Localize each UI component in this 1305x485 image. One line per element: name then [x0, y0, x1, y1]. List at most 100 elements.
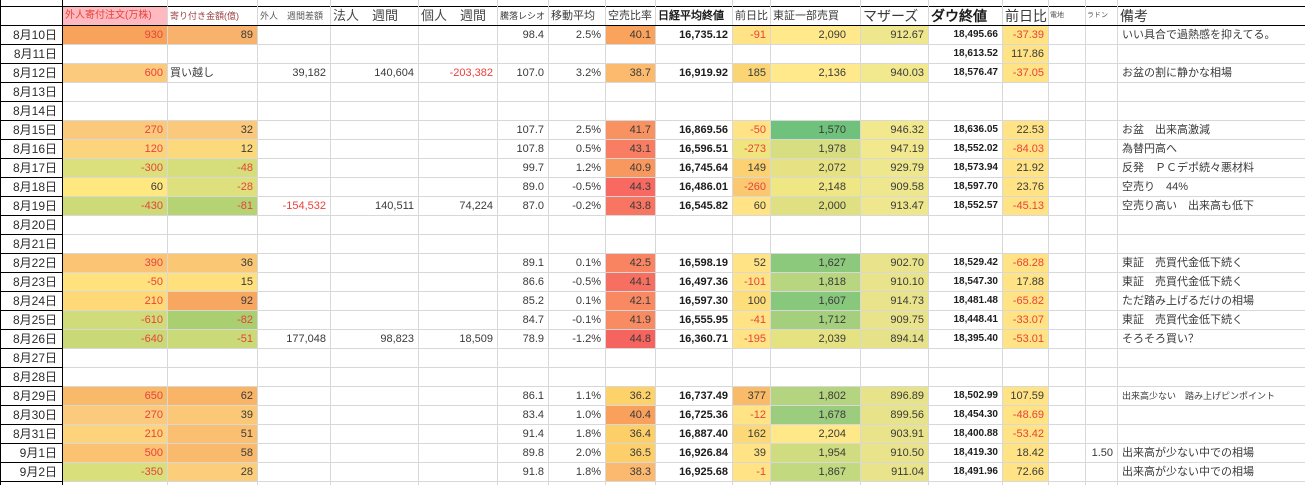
cell-ma[interactable]: -0.2% [549, 196, 606, 215]
cell-hojin[interactable] [331, 101, 419, 120]
cell-mothers[interactable] [861, 234, 929, 253]
cell-c[interactable]: 51 [168, 424, 258, 443]
cell-tse[interactable]: 1,978 [771, 139, 861, 158]
cell-ratio[interactable] [498, 234, 549, 253]
cell-kojin[interactable]: 74,224 [419, 196, 498, 215]
cell-chg[interactable] [733, 367, 771, 386]
cell-short[interactable] [606, 44, 656, 63]
cell-dow[interactable]: 18,613.52 [929, 44, 1003, 63]
cell-kojin[interactable] [419, 386, 498, 405]
cell-ma[interactable] [549, 234, 606, 253]
cell-note[interactable] [1118, 82, 1305, 101]
cell-ratio[interactable]: 85.2 [498, 291, 549, 310]
cell-b[interactable]: 390 [63, 253, 168, 272]
cell-b[interactable]: 210 [63, 424, 168, 443]
cell-date[interactable]: 8月27日 [1, 348, 63, 367]
cell-dow[interactable]: 18,419.30 [929, 443, 1003, 462]
cell-dow[interactable] [929, 234, 1003, 253]
cell-note[interactable]: 東証 売買代金低下続く [1118, 272, 1305, 291]
cell-gai[interactable] [258, 310, 331, 329]
cell-b[interactable]: 930 [63, 25, 168, 44]
cell-kojin[interactable] [419, 82, 498, 101]
cell-denchi[interactable] [1049, 101, 1086, 120]
cell-kojin[interactable] [419, 44, 498, 63]
cell-kojin[interactable] [419, 443, 498, 462]
cell-chg[interactable]: 39 [733, 443, 771, 462]
cell-ratio[interactable] [498, 215, 549, 234]
cell-dow[interactable]: 18,552.02 [929, 139, 1003, 158]
cell-ratio[interactable] [498, 44, 549, 63]
cell-ma[interactable] [549, 481, 606, 485]
cell-chg[interactable]: 100 [733, 291, 771, 310]
cell-tse[interactable]: 1,570 [771, 120, 861, 139]
cell-b[interactable] [63, 481, 168, 485]
cell-dowchg[interactable] [1003, 367, 1049, 386]
cell-nikkei[interactable]: 16,360.71 [656, 329, 733, 348]
cell-nikkei[interactable] [656, 44, 733, 63]
cell-denchi[interactable] [1049, 367, 1086, 386]
cell-dowchg[interactable]: -48.69 [1003, 405, 1049, 424]
cell-short[interactable]: 42.1 [606, 291, 656, 310]
cell-c[interactable]: 15 [168, 272, 258, 291]
cell-hojin[interactable] [331, 120, 419, 139]
cell-note[interactable]: ただ踏み上げるだけの相場 [1118, 291, 1305, 310]
cell-ratio[interactable]: 83.4 [498, 405, 549, 424]
cell-dowchg[interactable] [1003, 82, 1049, 101]
cell-tse[interactable]: 1,954 [771, 443, 861, 462]
cell-date[interactable]: 8月11日 [1, 44, 63, 63]
cell-b[interactable]: 120 [63, 139, 168, 158]
cell-c[interactable]: -48 [168, 158, 258, 177]
header-remarks[interactable]: 備考 [1118, 6, 1305, 25]
cell-c[interactable]: 買い越し [168, 63, 258, 82]
cell-mothers[interactable] [861, 215, 929, 234]
cell-gai[interactable] [258, 272, 331, 291]
cell-tse[interactable]: 1,678 [771, 405, 861, 424]
cell-gai[interactable] [258, 234, 331, 253]
cell-short[interactable]: 41.7 [606, 120, 656, 139]
header-nikkei-close[interactable]: 日経平均終値 [656, 6, 733, 25]
cell-short[interactable]: 44.3 [606, 177, 656, 196]
cell-radon[interactable] [1086, 272, 1118, 291]
cell-b[interactable] [63, 215, 168, 234]
cell-date[interactable]: 8月13日 [1, 82, 63, 101]
cell-dowchg[interactable]: 21.92 [1003, 158, 1049, 177]
cell-date[interactable]: 8月25日 [1, 310, 63, 329]
cell-gai[interactable]: -154,532 [258, 196, 331, 215]
cell-denchi[interactable] [1049, 386, 1086, 405]
cell-ma[interactable]: 0.1% [549, 291, 606, 310]
cell-c[interactable] [168, 348, 258, 367]
cell-ma[interactable]: -0.5% [549, 272, 606, 291]
cell-chg[interactable]: 185 [733, 63, 771, 82]
cell-note[interactable]: お盆 出来高激減 [1118, 120, 1305, 139]
cell-ma[interactable]: -0.1% [549, 310, 606, 329]
cell-date[interactable]: 8月21日 [1, 234, 63, 253]
cell-hojin[interactable]: 140,604 [331, 63, 419, 82]
cell-hojin[interactable] [331, 291, 419, 310]
header-foreigners-weekly[interactable]: 外人 週間差額 [258, 6, 331, 25]
cell-note[interactable]: 空売り 44% [1118, 177, 1305, 196]
cell-dow[interactable]: 18,454.30 [929, 405, 1003, 424]
cell-radon[interactable] [1086, 215, 1118, 234]
cell-gai[interactable] [258, 215, 331, 234]
cell-tse[interactable] [771, 234, 861, 253]
cell-tse[interactable] [771, 101, 861, 120]
cell-gai[interactable] [258, 25, 331, 44]
cell-kojin[interactable] [419, 139, 498, 158]
cell-denchi[interactable] [1049, 443, 1086, 462]
cell-note[interactable] [1118, 44, 1305, 63]
cell-radon[interactable] [1086, 405, 1118, 424]
cell-nikkei[interactable] [656, 367, 733, 386]
cell-radon[interactable] [1086, 101, 1118, 120]
cell-dow[interactable] [929, 481, 1003, 485]
cell-dowchg[interactable]: 22.53 [1003, 120, 1049, 139]
cell-short[interactable]: 44.1 [606, 272, 656, 291]
cell-hojin[interactable] [331, 348, 419, 367]
cell-ma[interactable] [549, 215, 606, 234]
cell-c[interactable] [168, 215, 258, 234]
cell-ma[interactable] [549, 348, 606, 367]
cell-dow[interactable]: 18,597.70 [929, 177, 1003, 196]
cell-tse[interactable]: 1,607 [771, 291, 861, 310]
cell-ratio[interactable]: 84.7 [498, 310, 549, 329]
cell-b[interactable] [63, 348, 168, 367]
cell-denchi[interactable] [1049, 348, 1086, 367]
